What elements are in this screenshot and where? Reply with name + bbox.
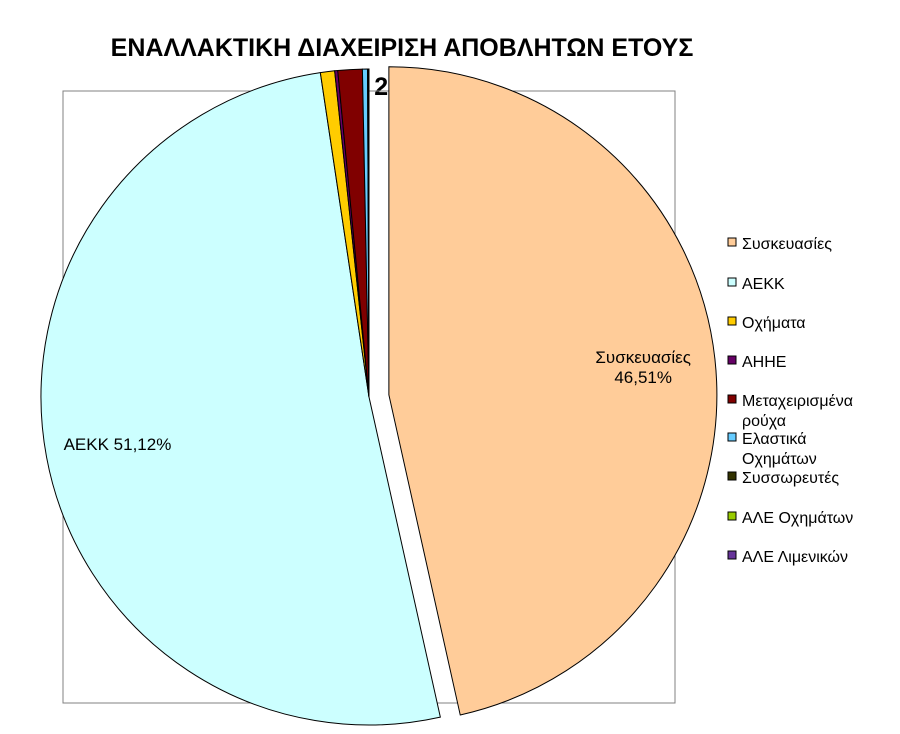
data-label-0-2: 46,51% xyxy=(614,368,672,387)
legend-label-4-2: ρούχα xyxy=(742,413,786,430)
data-label-0-1: Συσκευασίες xyxy=(595,348,691,367)
legend-label-8-1: ΑΛΕ Λιμενικών xyxy=(742,549,848,566)
legend-label-7-1: ΑΛΕ Οχημάτων xyxy=(742,510,853,527)
legend-label-4-1: Μεταχειρισμένα xyxy=(742,393,853,410)
legend: Συσκευασίες ΑΕΚΚ Οχήματα ΑΗΗΕ Μεταχειρισμένα… xyxy=(727,236,853,566)
chart-title-line-1: ΕΝΑΛΛΑΚΤΙΚΗ ΔΙΑΧΕΙΡΙΣΗ ΑΠΟΒΛΗΤΩΝ ΕΤΟΥΣ xyxy=(111,34,694,62)
data-label-1-1: ΑΕΚΚ 51,12% xyxy=(64,435,172,454)
legend-swatch-4 xyxy=(727,394,737,404)
legend-label-1-1: ΑΕΚΚ xyxy=(742,276,785,293)
legend-swatch-6 xyxy=(727,471,737,481)
legend-label-6-1: Συσσωρευτές xyxy=(742,470,839,487)
pie-slices xyxy=(40,66,718,726)
slice-1 xyxy=(40,72,441,726)
legend-label-2-1: Οχήματα xyxy=(742,315,806,332)
legend-swatch-2 xyxy=(727,316,737,326)
legend-swatch-7 xyxy=(727,511,737,521)
slice-0 xyxy=(388,66,718,716)
legend-swatch-0 xyxy=(727,237,737,247)
legend-label-5-2: Οχημάτων xyxy=(742,451,817,468)
legend-label-5-1: Ελαστικά xyxy=(742,431,806,448)
legend-swatch-8 xyxy=(727,550,737,560)
legend-label-3-1: ΑΗΗΕ xyxy=(742,354,786,371)
legend-swatch-3 xyxy=(727,355,737,365)
legend-swatch-5 xyxy=(727,432,737,442)
legend-swatch-1 xyxy=(727,277,737,287)
legend-label-0-1: Συσκευασίες xyxy=(742,236,832,253)
